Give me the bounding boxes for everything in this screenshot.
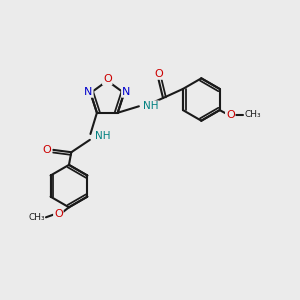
- Text: O: O: [54, 209, 63, 219]
- Text: O: O: [103, 74, 112, 84]
- Text: O: O: [154, 69, 163, 79]
- Text: N: N: [84, 87, 93, 97]
- Text: NH: NH: [95, 131, 110, 141]
- Text: CH₃: CH₃: [244, 110, 261, 119]
- Text: O: O: [226, 110, 235, 119]
- Text: O: O: [43, 145, 52, 155]
- Text: N: N: [122, 87, 130, 97]
- Text: CH₃: CH₃: [28, 213, 45, 222]
- Text: NH: NH: [143, 101, 159, 111]
